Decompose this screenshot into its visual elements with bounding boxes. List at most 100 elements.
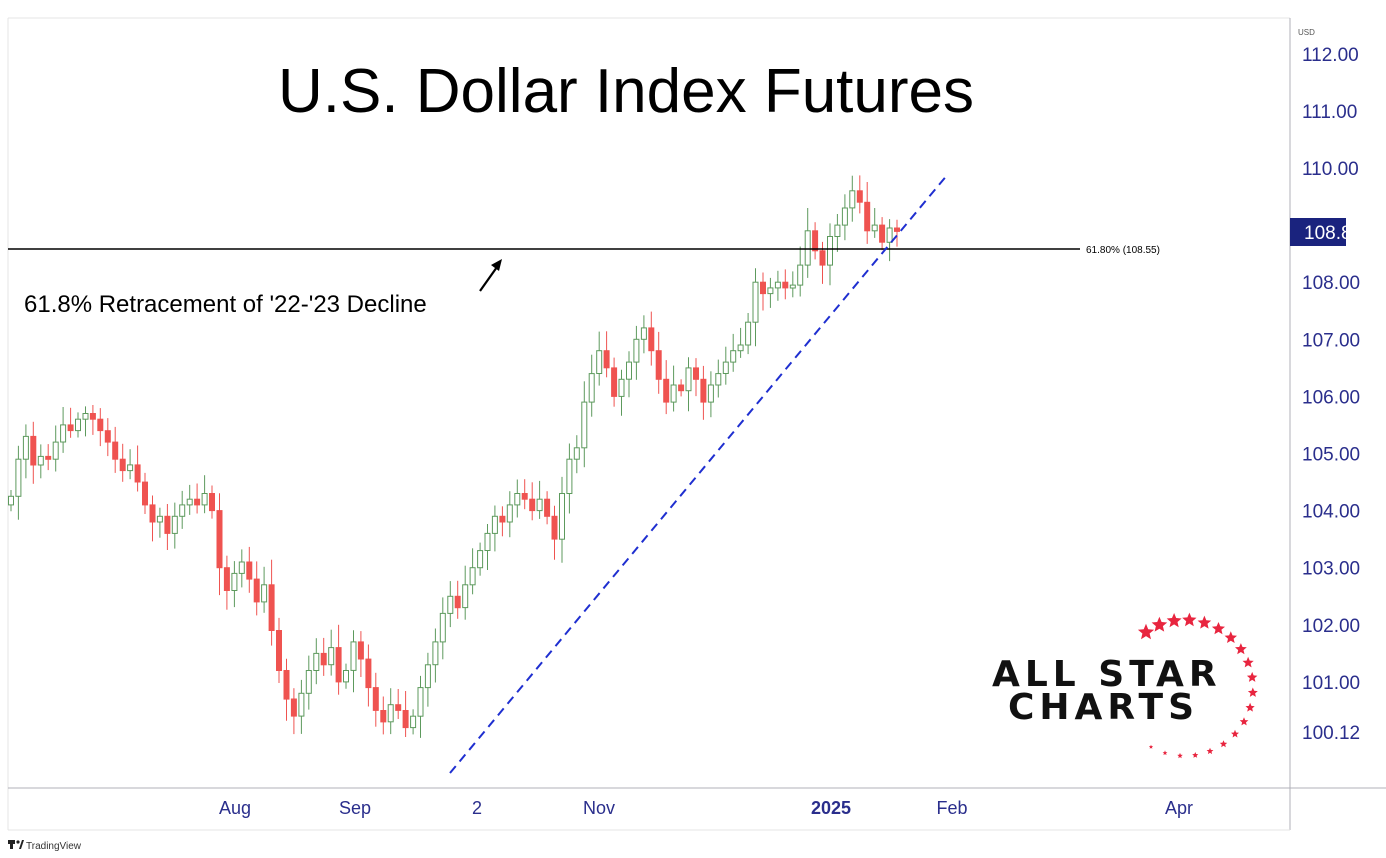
candle (30, 421, 37, 484)
candle (268, 559, 275, 646)
candle (655, 331, 662, 394)
tradingview-logo-icon (8, 840, 24, 849)
candle (253, 561, 260, 616)
candle (752, 268, 759, 347)
candle (171, 502, 178, 549)
candle (529, 482, 536, 521)
candle (447, 581, 454, 628)
time-tick-label: Sep (339, 798, 371, 818)
candle (372, 672, 379, 727)
price-axis[interactable]: 112.00 111.00 110.00 108.00 107.00 106.00 105.… (1302, 45, 1360, 744)
candle (670, 365, 677, 412)
candle (365, 644, 372, 707)
candle (424, 652, 431, 707)
candle (127, 449, 134, 480)
candle (477, 542, 484, 576)
trendline[interactable] (449, 173, 949, 774)
time-tick-label: Feb (936, 798, 967, 818)
candle (142, 472, 148, 514)
candle (186, 484, 193, 515)
candle (812, 222, 819, 260)
price-tick-label: 102.00 (1302, 616, 1360, 637)
candle (432, 628, 439, 683)
candle (551, 505, 558, 560)
logo-line-2: CHARTS (1008, 687, 1199, 728)
candle (544, 491, 551, 525)
candle (149, 495, 156, 542)
candle (856, 175, 863, 214)
candle (789, 271, 796, 298)
fib-level-label: 61.80% (108.55) (1086, 245, 1160, 256)
candle (640, 315, 647, 354)
candle (559, 476, 565, 563)
tradingview-label: TradingView (26, 841, 82, 852)
candle (60, 407, 67, 453)
candle (395, 689, 402, 719)
last-price-badge: 108.89 (1290, 218, 1362, 246)
candle (700, 365, 707, 420)
candle (313, 638, 320, 685)
candle (238, 549, 245, 588)
candle (134, 445, 141, 492)
time-tick-label: 2 (472, 798, 482, 818)
price-tick-label: 103.00 (1302, 559, 1360, 580)
last-price-label: 108.89 (1304, 223, 1362, 244)
candle (343, 663, 349, 689)
candle (387, 688, 394, 735)
all-star-charts-logo: ALL STAR CHARTS (992, 612, 1258, 759)
candle (112, 426, 119, 473)
candle (894, 219, 900, 247)
candle (879, 217, 886, 251)
candle (164, 504, 171, 550)
candle (89, 405, 96, 435)
candle (97, 408, 104, 447)
candle (22, 424, 29, 479)
candle (730, 333, 737, 372)
candle (246, 546, 253, 593)
price-tick-label: 107.00 (1302, 330, 1360, 351)
candle (804, 208, 811, 278)
candle (216, 493, 223, 596)
candle (566, 443, 573, 514)
candle (462, 565, 469, 620)
star-icon (1137, 612, 1258, 759)
annotation-text: 61.8% Retracement of '22-'23 Decline (24, 291, 427, 318)
candle (767, 277, 774, 308)
time-axis[interactable]: Aug Sep 2 Nov 2025 Feb Apr (219, 798, 1193, 818)
candle (469, 548, 476, 595)
candle (663, 360, 670, 415)
candle (179, 490, 186, 529)
candle (596, 331, 603, 386)
candle (648, 311, 655, 366)
price-tick-label: 110.00 (1302, 159, 1359, 180)
logo-line-1: ALL STAR (992, 654, 1222, 695)
candle (8, 490, 14, 512)
time-tick-label: Aug (219, 798, 251, 818)
candle (119, 443, 126, 482)
candle (201, 475, 208, 514)
candle (797, 246, 804, 297)
candle (886, 219, 893, 262)
arrow-icon (479, 259, 502, 292)
candle (521, 479, 528, 510)
candle (454, 580, 461, 619)
candle (283, 658, 290, 721)
time-tick-label: 2025 (811, 798, 851, 818)
currency-label: USD (1298, 28, 1315, 37)
candle (402, 691, 409, 737)
candle (774, 270, 781, 301)
candle (693, 358, 699, 397)
price-tick-label: 112.00 (1302, 45, 1359, 66)
candle (417, 675, 424, 738)
candle (581, 381, 588, 468)
candle (328, 629, 335, 676)
candle (410, 709, 417, 735)
candle (827, 223, 833, 286)
candle (611, 357, 618, 407)
candle (380, 696, 387, 735)
candle (864, 182, 871, 244)
candle (15, 445, 22, 520)
candle (871, 208, 878, 238)
candle (335, 624, 342, 695)
